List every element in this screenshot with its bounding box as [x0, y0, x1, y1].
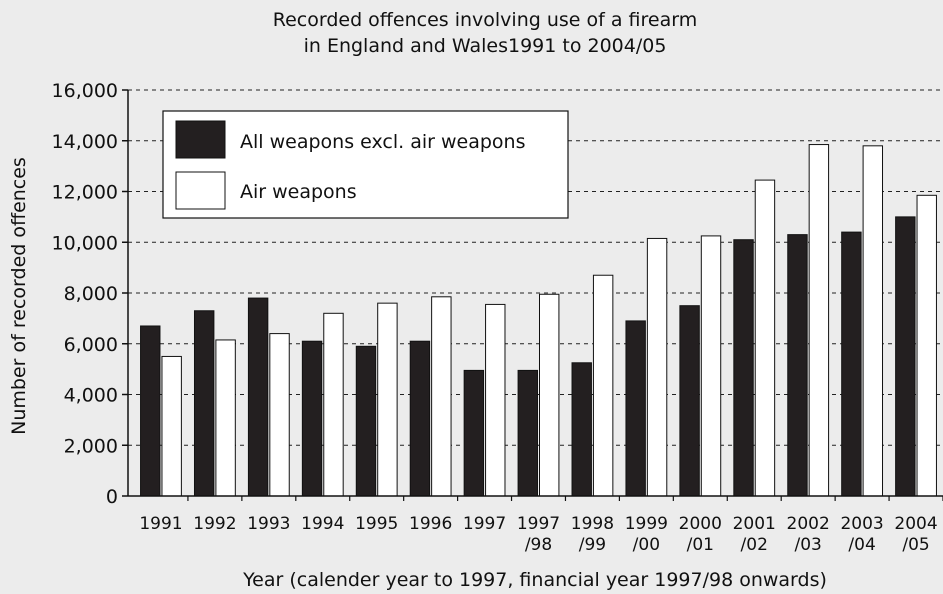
- x-tick-label: 1995: [355, 514, 398, 534]
- y-tick-label: 12,000: [52, 182, 118, 204]
- x-axis-label: Year (calender year to 1997, financial y…: [242, 569, 827, 591]
- x-tick-label: 2003: [840, 514, 883, 534]
- x-tick-label: /02: [741, 535, 768, 555]
- x-tick-label: /03: [794, 535, 821, 555]
- bar-air-weapons: [808, 144, 830, 497]
- x-tick-label: 1997: [517, 514, 560, 534]
- x-tick-label: 1999: [625, 514, 668, 534]
- y-tick-label: 2,000: [64, 435, 118, 457]
- y-tick-label: 4,000: [64, 385, 118, 407]
- chart-title: Recorded offences involving use of a fir…: [273, 9, 697, 31]
- x-tick-label: 2000: [679, 514, 722, 534]
- x-tick-label: /00: [633, 535, 660, 555]
- x-tick-label: 1997: [463, 514, 506, 534]
- legend-swatch-all-weapons: [175, 120, 226, 159]
- x-tick-label: /99: [579, 535, 606, 555]
- bar-all-weapons: [841, 231, 862, 497]
- y-axis-label: Number of recorded offences: [8, 157, 30, 435]
- y-tick-label: 10,000: [52, 232, 118, 254]
- y-tick-label: 16,000: [52, 80, 118, 102]
- bar-all-weapons: [571, 362, 592, 497]
- bar-all-weapons: [679, 305, 700, 497]
- bar-all-weapons: [787, 234, 808, 497]
- x-tick-label: /04: [848, 535, 875, 555]
- x-tick-label: 1993: [247, 514, 290, 534]
- bar-all-weapons: [301, 340, 323, 497]
- bar-air-weapons: [215, 339, 236, 497]
- x-tick-label: 1991: [139, 514, 182, 534]
- bar-all-weapons: [463, 369, 485, 497]
- bar-air-weapons: [916, 194, 937, 497]
- bar-all-weapons: [140, 325, 161, 497]
- bar-all-weapons: [733, 239, 754, 497]
- chart-subtitle: in England and Wales1991 to 2004/05: [304, 35, 667, 57]
- bar-air-weapons: [431, 296, 452, 497]
- x-tick-label: 1992: [193, 514, 236, 534]
- bar-air-weapons: [323, 312, 344, 497]
- legend-label-all-weapons: All weapons excl. air weapons: [240, 131, 525, 153]
- bar-all-weapons: [193, 310, 215, 497]
- bar-air-weapons: [161, 355, 182, 497]
- bar-all-weapons: [355, 345, 377, 497]
- bar-all-weapons: [409, 340, 431, 497]
- y-tick-label: 14,000: [52, 131, 118, 153]
- y-tick-label: 8,000: [64, 283, 118, 305]
- bar-air-weapons: [592, 274, 614, 497]
- x-tick-label: /05: [902, 535, 929, 555]
- bar-all-weapons: [625, 320, 646, 497]
- legend: All weapons excl. air weapons Air weapon…: [162, 110, 569, 219]
- bar-air-weapons: [646, 237, 668, 497]
- x-tick-label: 1994: [301, 514, 344, 534]
- bar-all-weapons: [517, 369, 538, 497]
- legend-label-air-weapons: Air weapons: [240, 181, 357, 203]
- bar-air-weapons: [377, 302, 398, 497]
- y-tick-labels: 0 2,000 4,000 6,000 8,000 10,000 12,000 14,000 1…: [52, 80, 128, 508]
- bar-air-weapons: [862, 145, 884, 497]
- y-tick-label: 0: [106, 486, 118, 508]
- bar-air-weapons: [539, 293, 560, 497]
- bar-all-weapons: [895, 216, 916, 497]
- x-tick-labels: 1991 1992 1993 1994 1995 1996 1997 1997/981998/…: [139, 496, 943, 555]
- x-tick-label: /01: [687, 535, 714, 555]
- bar-air-weapons: [485, 303, 506, 497]
- bar-air-weapons: [754, 179, 776, 497]
- x-tick-label: 2001: [733, 514, 776, 534]
- x-tick-label: 2002: [787, 514, 830, 534]
- y-tick-label: 6,000: [64, 334, 118, 356]
- bar-all-weapons: [247, 297, 269, 497]
- x-tick-label: 2004: [894, 514, 937, 534]
- bars: [140, 144, 937, 497]
- bar-air-weapons: [269, 333, 290, 497]
- x-tick-label: 1998: [571, 514, 614, 534]
- legend-swatch-air-weapons: [175, 171, 226, 210]
- bar-air-weapons: [700, 235, 722, 497]
- x-tick-label: 1996: [409, 514, 452, 534]
- legend-box: [162, 110, 569, 219]
- x-tick-label: /98: [525, 535, 552, 555]
